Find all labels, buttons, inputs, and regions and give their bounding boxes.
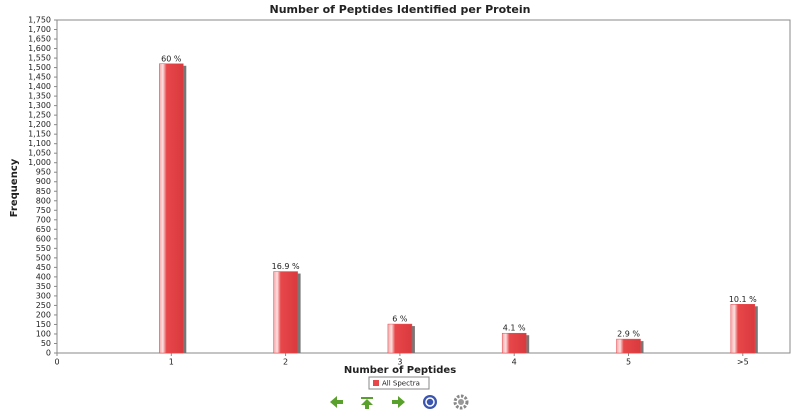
value-label: 4.1 % <box>503 324 526 333</box>
legend-label: All Spectra <box>382 380 420 388</box>
y-tick-label: 1,750 <box>28 16 51 25</box>
y-tick-label: 300 <box>36 291 51 300</box>
legend-box <box>368 376 430 390</box>
y-tick-label: 1,200 <box>28 120 51 129</box>
x-tick-label: 1 <box>169 358 174 367</box>
y-tick-label: 150 <box>36 320 51 329</box>
x-tick-label: 5 <box>626 358 631 367</box>
y-tick-label: 0 <box>46 349 51 358</box>
y-tick-label: 800 <box>36 196 51 205</box>
y-tick-label: 500 <box>36 253 51 262</box>
x-axis-label: Number of Peptides <box>344 365 456 376</box>
chart-title: Number of Peptides Identified per Protei… <box>270 3 531 16</box>
y-tick-label: 250 <box>36 301 51 310</box>
help-icon <box>425 397 435 407</box>
y-tick-label: 1,700 <box>28 25 51 34</box>
y-tick-label: 1,350 <box>28 92 51 101</box>
value-label: 2.9 % <box>617 330 640 339</box>
y-tick-label: 750 <box>36 206 51 215</box>
y-tick-label: 1,500 <box>28 63 51 72</box>
x-tick-label: 4 <box>512 358 517 367</box>
y-tick-label: 850 <box>36 187 51 196</box>
y-tick-label: 1,450 <box>28 73 51 82</box>
x-tick-label: 2 <box>283 358 288 367</box>
y-tick-label: 950 <box>36 168 51 177</box>
value-label: 16.9 % <box>272 262 300 271</box>
top-button[interactable] <box>361 397 373 409</box>
legend-swatch <box>373 380 379 386</box>
y-tick-label: 1,600 <box>28 44 51 53</box>
bar <box>159 63 184 354</box>
y-tick-label: 900 <box>36 177 51 186</box>
value-label: 10.1 % <box>729 295 757 304</box>
y-axis-label: Frequency <box>9 158 20 217</box>
y-tick-label: 550 <box>36 244 51 253</box>
y-tick-label: 1,050 <box>28 149 51 158</box>
bar <box>273 271 298 354</box>
legend: All Spectra <box>368 376 430 390</box>
y-tick-label: 600 <box>36 234 51 243</box>
bar <box>730 304 756 354</box>
settings-button[interactable] <box>453 394 469 410</box>
bar <box>616 338 641 354</box>
help-button[interactable] <box>423 395 437 409</box>
y-tick-label: 400 <box>36 272 51 281</box>
value-label: 60 % <box>161 54 182 63</box>
y-tick-label: 1,100 <box>28 139 51 148</box>
y-tick-label: 1,150 <box>28 130 51 139</box>
y-tick-label: 50 <box>41 339 51 348</box>
y-tick-label: 100 <box>36 329 51 338</box>
y-tick-label: 450 <box>36 263 51 272</box>
settings-icon <box>458 399 464 405</box>
y-tick-label: 1,250 <box>28 111 51 120</box>
value-label: 6 % <box>392 315 408 324</box>
y-tick-label: 350 <box>36 282 51 291</box>
y-tick-label: 1,000 <box>28 158 51 167</box>
y-tick-label: 200 <box>36 310 51 319</box>
bar <box>387 323 413 354</box>
bar <box>501 332 527 354</box>
y-tick-label: 1,550 <box>28 54 51 63</box>
back-button[interactable] <box>330 396 343 408</box>
forward-button[interactable] <box>392 396 405 408</box>
y-tick-label: 1,300 <box>28 101 51 110</box>
x-tick-label: >5 <box>737 358 749 367</box>
x-tick-label: 3 <box>397 358 402 367</box>
y-tick-label: 1,650 <box>28 35 51 44</box>
y-tick-label: 1,400 <box>28 82 51 91</box>
x-tick-label: 0 <box>54 358 59 367</box>
y-tick-label: 650 <box>36 225 51 234</box>
toolbar <box>330 394 469 410</box>
plot-frame <box>56 19 791 354</box>
y-tick-label: 700 <box>36 215 51 224</box>
